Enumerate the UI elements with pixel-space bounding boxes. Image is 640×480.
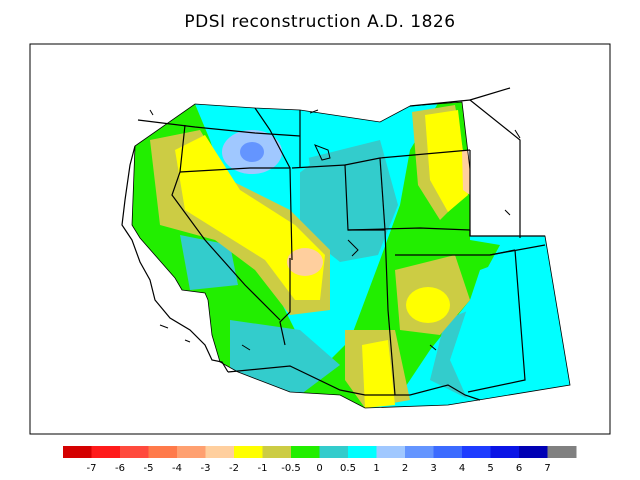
state-nv-east [179,167,293,261]
field-teal-northwest [180,235,238,290]
lake-great-salt [314,144,331,161]
legend-swatch [519,446,548,458]
state-id [254,107,291,169]
lakes [149,109,521,351]
pdsi-field [132,102,570,408]
field-peach-ne [462,150,470,195]
legend-swatch [120,446,149,458]
legend-swatch [319,446,349,458]
boundaries [121,87,546,401]
legend-tick-label: -0.5 [281,463,301,474]
field-yellow-east [406,287,450,323]
lake-salton [429,344,437,351]
state-ca-nv-line [171,171,281,321]
legend-tick-label: 4 [459,463,465,474]
legend-swatch [462,446,491,458]
island-3 [184,339,191,343]
legend-tick-label: 0 [316,463,322,474]
legend-swatches [63,446,577,458]
island-1 [149,109,154,116]
state-tx [467,249,526,393]
legend-swatch [291,446,320,458]
legend-swatch [405,446,434,458]
state-ne [379,157,386,231]
state-az-east [387,309,396,396]
legend-swatch [490,446,520,458]
state-ok [489,244,546,256]
legend-swatch [91,446,121,458]
state-mn [469,87,511,101]
legend-tick-label: -6 [115,463,125,474]
field-blue [240,142,264,162]
legend-tick-label: 5 [487,463,493,474]
lake-sd [504,209,511,216]
legend-tick-label: 7 [544,463,550,474]
map-title: PDSI reconstruction A.D. 1826 [184,12,456,32]
legend-swatch [262,446,292,458]
coastline [121,145,229,373]
legend-tick-label: -3 [201,463,211,474]
state-oregon-north [179,124,186,173]
legend-tick-label: -7 [87,463,97,474]
legend-swatch [177,446,206,458]
legend-tick-label: -1 [258,463,268,474]
legend-swatch [348,446,377,458]
field-yellow-ne [425,110,468,212]
state-dakota [409,99,521,238]
legend-ticks: -7 -6 -5 -4 -3 -2 -1 -0.5 0 0.5 1 2 3 4 5 6 7 [87,463,551,474]
field-yellow-south [362,340,395,408]
island-4 [241,344,251,351]
lake-north [309,109,319,114]
lake-tahoe [347,239,359,257]
us-mexico-border [227,365,481,401]
region-outline [131,101,571,409]
legend-tick-label: 2 [402,463,408,474]
legend-tick-label: -2 [229,463,239,474]
legend-tick-label: 3 [430,463,436,474]
legend-tick-label: -4 [172,463,182,474]
legend-swatch [205,446,235,458]
legend-swatch [148,446,178,458]
legend-swatch [433,446,463,458]
field-peach [287,248,323,276]
legend-swatch [547,446,577,458]
field-cyan-southeast [450,240,570,405]
legend-tick-label: -5 [144,463,154,474]
state-wy-co [347,227,471,231]
legend-swatch [63,446,92,458]
state-az-nm [279,258,291,346]
legend-swatch [376,446,406,458]
legend-tick-label: 0.5 [340,463,356,474]
field-teal-central [300,140,398,262]
lake-mn [514,129,521,139]
legend-tick-label: 6 [516,463,522,474]
island-2 [159,324,169,329]
legend-tick-label: 1 [373,463,379,474]
legend-swatch [234,446,263,458]
